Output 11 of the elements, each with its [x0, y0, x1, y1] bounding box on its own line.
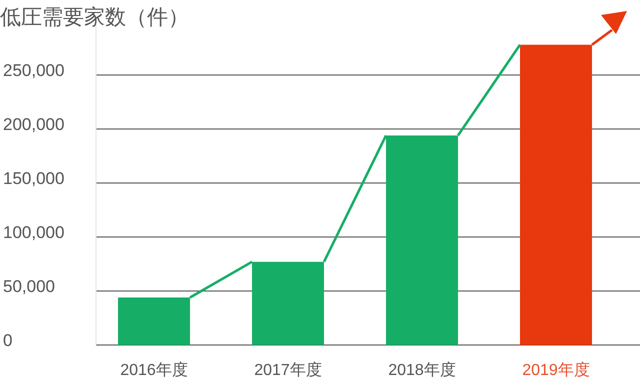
y-tick-label: 200,000 — [3, 115, 64, 134]
y-tick-label: 100,000 — [3, 223, 64, 242]
y-tick-label: 150,000 — [3, 169, 64, 188]
y-tick-label: 50,000 — [3, 277, 55, 296]
x-tick-label: 2019年度 — [522, 361, 590, 378]
x-tick-label: 2018年度 — [388, 361, 456, 378]
y-tick-label: 0 — [3, 331, 12, 350]
chart-title: 低圧需要家数（件） — [0, 6, 189, 29]
x-tick-label: 2016年度 — [120, 361, 188, 378]
y-tick-label: 250,000 — [3, 61, 64, 80]
x-tick-label: 2017年度 — [254, 361, 322, 378]
